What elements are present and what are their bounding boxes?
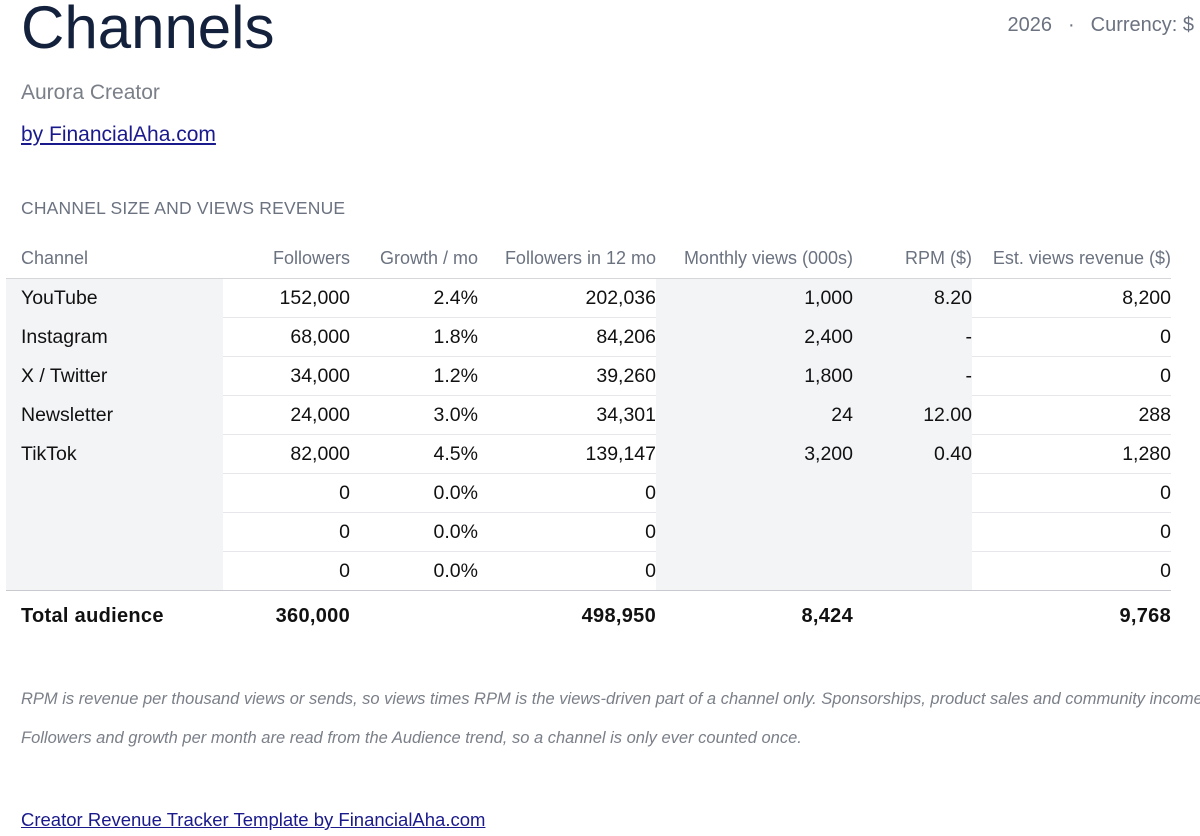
channel-cell[interactable]: YouTube [6,278,223,318]
followers-12mo-cell: 0 [478,551,656,591]
rpm-cell[interactable] [853,512,972,552]
growth-cell: 0.0% [350,512,478,552]
revenue-cell: 8,200 [972,278,1171,318]
followers-note: Followers and growth per month are read … [21,729,802,747]
channels-table: Channel Followers Growth / mo Followers … [6,238,1171,641]
followers-cell: 34,000 [223,356,350,396]
byline-link[interactable]: by FinancialAha.com [21,123,216,146]
monthly-views-cell[interactable]: 24 [656,395,853,435]
channel-cell[interactable] [6,473,223,513]
growth-cell: 1.8% [350,317,478,357]
followers-cell: 0 [223,512,350,552]
revenue-cell: 0 [972,356,1171,396]
table-row: X / Twitter 34,000 1.2% 39,260 1,800 - 0 [6,356,1171,396]
revenue-cell: 1,280 [972,434,1171,474]
growth-cell: 1.2% [350,356,478,396]
revenue-cell: 0 [972,551,1171,591]
growth-cell: 4.5% [350,434,478,474]
column-header-growth: Growth / mo [379,247,478,268]
monthly-views-cell[interactable]: 1,000 [656,278,853,318]
rpm-cell[interactable]: - [853,356,972,396]
channel-cell[interactable]: TikTok [6,434,223,474]
total-row: Total audience 360,000 498,950 8,424 9,7… [6,590,1171,641]
followers-cell: 0 [223,551,350,591]
followers-cell: 82,000 [223,434,350,474]
followers-12mo-cell: 39,260 [478,356,656,396]
channel-cell[interactable]: Instagram [6,317,223,357]
column-header-monthly-views: Monthly views (000s) [683,247,853,268]
followers-12mo-cell: 0 [478,473,656,513]
monthly-views-cell[interactable]: 1,800 [656,356,853,396]
column-header-revenue: Est. views revenue ($) [992,247,1171,268]
meta-separator: · [1067,14,1075,36]
table-header-row: Channel Followers Growth / mo Followers … [6,238,1171,279]
monthly-views-cell[interactable] [656,512,853,552]
table-row: Newsletter 24,000 3.0% 34,301 24 12.00 2… [6,395,1171,435]
monthly-views-cell[interactable]: 2,400 [656,317,853,357]
channel-cell[interactable]: Newsletter [6,395,223,435]
followers-12mo-cell: 84,206 [478,317,656,357]
revenue-cell: 0 [972,317,1171,357]
column-header-rpm: RPM ($) [905,247,972,268]
followers-12mo-cell: 0 [478,512,656,552]
table-row: Instagram 68,000 1.8% 84,206 2,400 - 0 [6,317,1171,357]
page-meta: 2026 · Currency: $ [1007,14,1194,37]
revenue-cell: 288 [972,395,1171,435]
growth-cell: 2.4% [350,278,478,318]
table-row: TikTok 82,000 4.5% 139,147 3,200 0.40 1,… [6,434,1171,474]
total-label: Total audience [6,590,223,641]
monthly-views-cell[interactable] [656,473,853,513]
total-monthly-views: 8,424 [656,590,853,641]
table-row: 0 0.0% 0 0 [6,512,1171,552]
followers-cell: 152,000 [223,278,350,318]
revenue-cell: 0 [972,512,1171,552]
followers-12mo-cell: 202,036 [478,278,656,318]
rpm-cell[interactable]: 8.20 [853,278,972,318]
total-followers: 360,000 [223,590,350,641]
followers-12mo-cell: 34,301 [478,395,656,435]
channel-cell[interactable]: X / Twitter [6,356,223,396]
growth-cell: 0.0% [350,551,478,591]
table-row: 0 0.0% 0 0 [6,551,1171,591]
channel-cell[interactable] [6,512,223,552]
total-followers-12mo: 498,950 [478,590,656,641]
growth-cell: 3.0% [350,395,478,435]
rpm-cell[interactable] [853,551,972,591]
followers-cell: 68,000 [223,317,350,357]
monthly-views-cell[interactable] [656,551,853,591]
year-label: 2026 [1007,14,1052,36]
column-header-channel: Channel [21,247,89,268]
rpm-note: RPM is revenue per thousand views or sen… [21,690,1200,708]
table-row: 0 0.0% 0 0 [6,473,1171,513]
followers-cell: 24,000 [223,395,350,435]
growth-cell: 0.0% [350,473,478,513]
footer-link[interactable]: Creator Revenue Tracker Template by Fina… [21,809,486,830]
page-title: Channels [21,0,275,61]
channel-cell[interactable] [6,551,223,591]
followers-cell: 0 [223,473,350,513]
followers-12mo-cell: 139,147 [478,434,656,474]
column-header-followers: Followers [272,247,350,268]
rpm-cell[interactable]: - [853,317,972,357]
section-heading: CHANNEL SIZE AND VIEWS REVENUE [21,198,346,218]
revenue-cell: 0 [972,473,1171,513]
rpm-cell[interactable] [853,473,972,513]
monthly-views-cell[interactable]: 3,200 [656,434,853,474]
rpm-cell[interactable]: 0.40 [853,434,972,474]
total-revenue: 9,768 [972,590,1171,641]
column-header-followers-12mo: Followers in 12 mo [504,247,656,268]
creator-name: Aurora Creator [21,81,160,104]
table-row: YouTube 152,000 2.4% 202,036 1,000 8.20 … [6,278,1171,318]
total-rpm [853,590,972,641]
total-growth [350,590,478,641]
currency-label: Currency: $ [1090,14,1194,36]
rpm-cell[interactable]: 12.00 [853,395,972,435]
